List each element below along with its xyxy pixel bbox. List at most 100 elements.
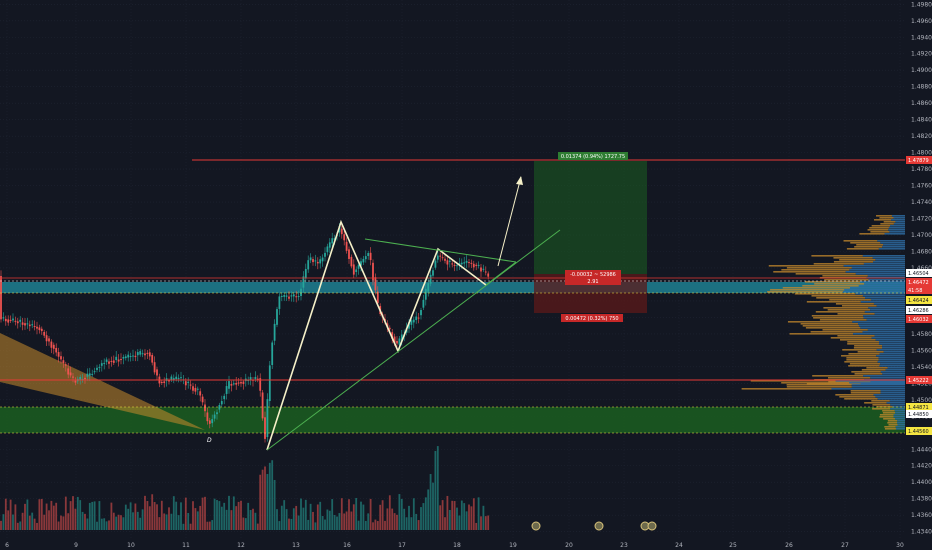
profile-bar-sell [741,388,832,390]
candle [196,388,199,390]
volume-bar [470,506,473,530]
event-icon[interactable] [647,521,657,531]
candle [376,291,379,304]
volume-bar [273,479,276,530]
time-tick: 25 [729,542,737,549]
candle [38,327,41,331]
candle [33,326,36,328]
price-tag: 1.46032 [908,317,929,323]
volume-bar [288,518,290,530]
candle [189,384,192,386]
volume-bar [28,515,31,530]
volume-bar [319,501,322,530]
volume-bar [228,495,230,530]
volume-bar [12,514,14,530]
profile-bar-sell [884,428,896,430]
profile-bar-buy [884,233,905,235]
profile-bar-sell [837,313,875,315]
mid-label-2: 2.91 [587,279,598,285]
volume-bar [278,521,281,530]
candle [482,268,485,270]
profile-bar-buy [864,283,905,285]
time-tick: 19 [509,542,517,549]
volume-bar [376,521,379,530]
candle [451,263,454,265]
candle [69,372,72,376]
event-icons[interactable] [531,521,657,531]
volume-bar [146,500,149,530]
volume-bar [266,474,269,530]
profile-bar-buy [883,351,905,353]
candle [278,296,281,309]
candle [156,369,158,376]
volume-bar [74,508,77,530]
profile-bar-sell [848,353,880,355]
volume-bar [24,503,26,530]
time-tick: 30 [896,542,904,549]
time-axis[interactable]: 6 9 10 11 12 13 16 17 18 19 20 23 24 25 26 27 30 [5,542,904,549]
time-tick: 26 [785,542,793,549]
candle [364,256,367,260]
profile-bar-buy [893,217,905,219]
profile-bar-buy [888,229,905,231]
price-tag: 1.46286 [908,308,929,314]
position-target-zone [534,161,647,274]
profile-bar-sell [859,233,885,235]
volume-bar [424,497,427,530]
volume-bar [417,520,420,530]
candle [436,255,439,260]
descending-trendline [364,238,517,263]
candle [45,335,48,342]
time-tick: 27 [841,542,849,549]
candle [328,242,331,248]
price-tick: 1.43600 [911,512,932,519]
profile-bar-buy [888,227,905,229]
profile-bar-buy [866,319,905,321]
volume-bar [21,512,24,530]
volume-bar [144,495,146,530]
profile-bar-sell [824,279,869,281]
candle [360,261,362,266]
price-tick: 1.45400 [911,364,932,371]
volume-bar [487,515,490,530]
volume-bar [189,523,192,530]
candle [331,238,334,244]
volume-bar [391,508,394,530]
profile-bar-buy [862,331,905,333]
profile-bar-sell [835,394,874,396]
candle [211,419,214,424]
event-icon[interactable] [594,521,604,531]
volume-bar [422,503,425,530]
profile-bar-sell [789,333,854,335]
candle [146,352,149,354]
volume-bar [336,516,338,530]
candle [309,257,312,261]
volume-bar [134,503,137,530]
volume-bar [321,516,324,530]
candle [91,373,94,375]
volume-bar [19,521,22,530]
profile-bar-sell [802,325,859,327]
volume-bar [372,522,374,530]
volume-bar [420,507,422,530]
volume-bar [398,494,401,530]
price-tag: 1.46504 [908,271,929,277]
volume-bar [122,517,125,530]
volume-bar [127,508,130,530]
candle [16,321,19,324]
volume-bar [67,513,70,530]
volume-bar [295,505,298,530]
volume-bar [381,500,384,530]
candle [177,377,180,379]
volume-bar [434,450,437,530]
profile-bar-sell [856,244,884,246]
event-icon[interactable] [531,521,541,531]
candle [148,352,151,357]
profile-bar-sell [883,418,896,420]
arrow-head-icon [516,176,523,185]
volume-bar [36,522,38,530]
volume-bar [456,507,458,530]
volume-bar [208,521,211,530]
volume-bar [290,518,293,530]
